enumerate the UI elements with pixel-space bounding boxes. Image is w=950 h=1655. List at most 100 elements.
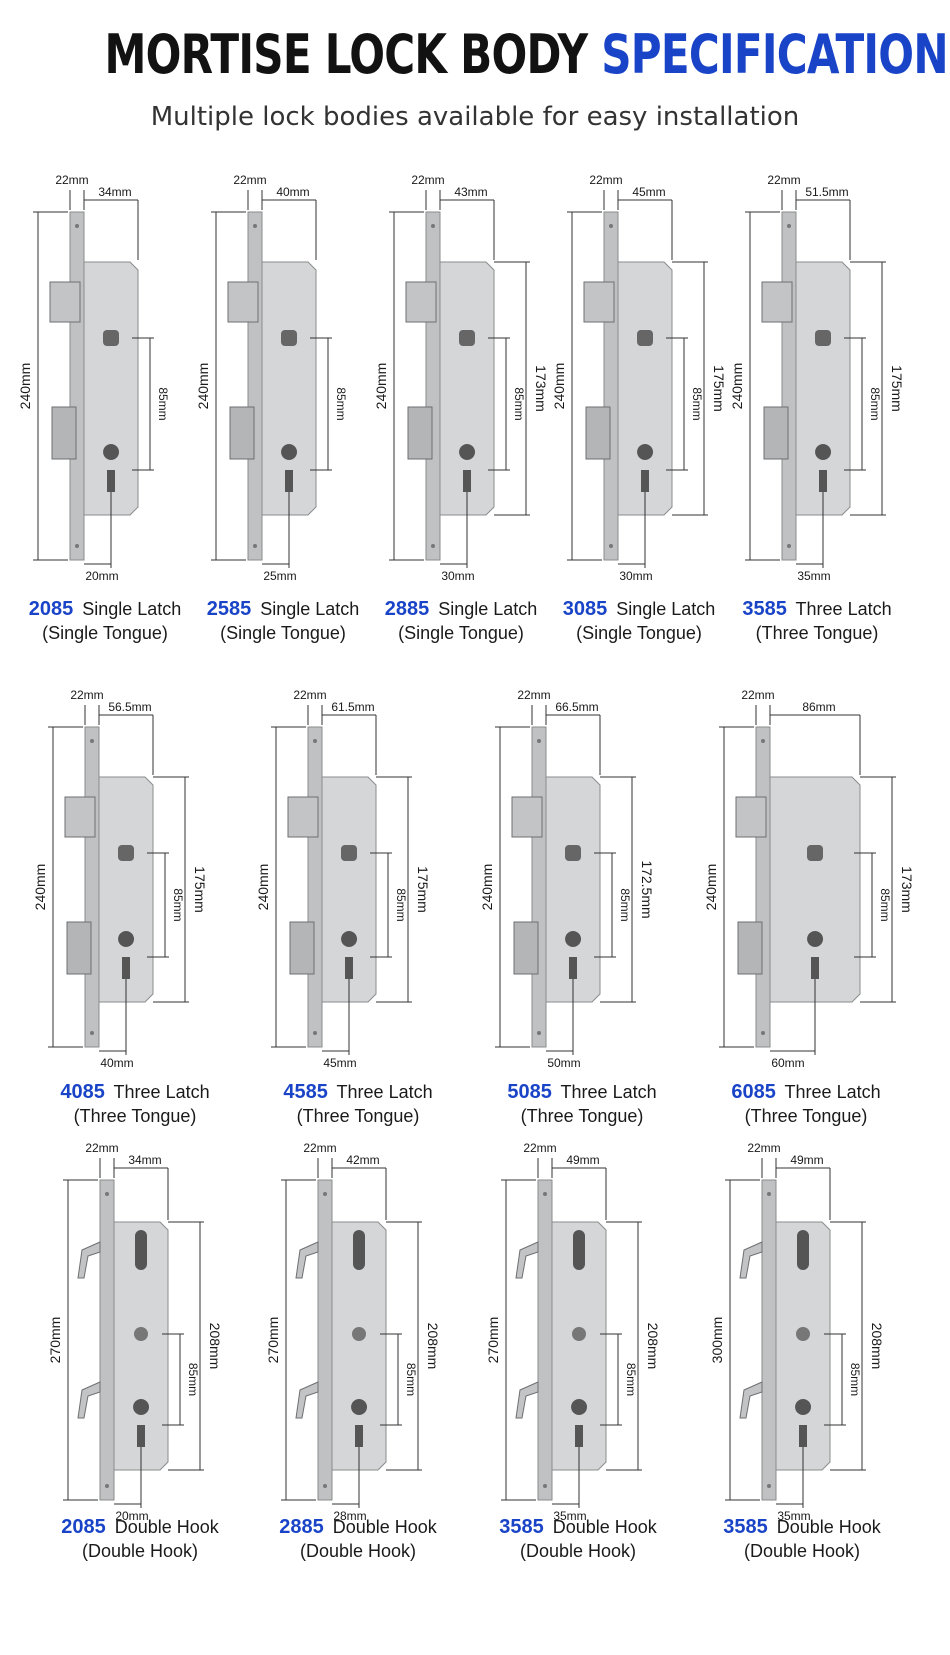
bottom-dim-label: 40mm [100,1056,133,1070]
screw-icon [431,544,435,548]
lock-card-3085: 22mm 45mm 240mm 85mm 175mm 30mm 3085 Single La… [551,160,727,657]
latch-type: Double Hook [771,1517,881,1537]
deadbolt-shape [513,921,539,975]
screw-icon [313,1031,317,1035]
model-number: 3585 [723,1516,768,1538]
backset-dim-label: 34mm [128,1153,161,1167]
backset-dim-label: 45mm [632,185,665,199]
spindle-hole-icon [796,1327,810,1341]
center-dim-label: 85mm [186,1363,200,1396]
tongue-type: (Single Tongue) [576,623,702,643]
faceplate-dim-label: 22mm [70,688,103,702]
lock-diagram: 22mm 34mm 240mm 85mm 20mm [17,173,170,583]
center-dim-label: 85mm [868,387,882,420]
lock-caption: 3585 Double Hook (Double Hook) [478,1515,678,1563]
latch-type: Single Latch [433,599,538,619]
faceplate-shape [307,726,323,1048]
height-dim-label: 240mm [729,363,745,410]
bottom-dim-label: 50mm [547,1056,580,1070]
height-dim-label: 240mm [17,363,33,410]
hook-shape [515,1381,539,1419]
model-number: 3585 [742,598,787,620]
caption-line-1: 4085 Three Latch [35,1080,235,1104]
lock-body-shape [83,261,139,516]
lock-row-single-latch: 22mm 34mm 240mm 85mm 20mm 2085 Single Latch (S… [0,160,950,675]
faceplate-dim-label: 22mm [523,1141,556,1155]
cylinder-hole-icon [815,444,832,492]
lock-card-2085: 22mm 34mm 240mm 85mm 20mm 2085 Single Latch (S… [17,160,190,657]
latch-shape [64,796,96,838]
height-dim-label: 240mm [479,864,495,911]
model-number: 3085 [562,598,608,620]
latch-type: Three Latch [331,1082,433,1102]
tongue-type: (Single Tongue) [220,623,346,643]
faceplate-shape [317,1179,333,1501]
backset-dim-label: 61.5mm [331,700,374,714]
tongue-type: (Double Hook) [81,1541,199,1561]
lock-body-shape [769,776,861,1003]
latch-type: Double Hook [327,1517,437,1537]
lock-body-shape [98,776,154,1003]
screw-icon [323,1192,327,1196]
lock-card-2885: 22mm 43mm 240mm 85mm 173mm 30mm 2885 Single La… [373,160,549,657]
hook-shape [739,1381,763,1419]
deadbolt-shape [51,406,77,460]
spindle-hole-icon [103,330,119,346]
screw-icon [75,224,79,228]
height-dim-label: 240mm [255,864,271,911]
side-dim-label: 173mm [899,866,915,913]
center-dim-label: 85mm [512,387,526,420]
lock-body-shape [113,1221,169,1471]
faceplate-shape [755,726,771,1048]
side-dim-label: 208mm [869,1323,885,1370]
height-dim-label: 270mm [47,1317,63,1364]
screw-icon [431,224,435,228]
lock-card-3585: 22mm 49mm 270mm 85mm 208mm 35mm 3585 Double Ho… [478,1140,678,1575]
lock-body-shape [775,1221,831,1471]
side-dim-label: 175mm [192,866,208,913]
lock-body-shape [795,261,851,516]
lock-diagram: 22mm 61.5mm 240mm 85mm 175mm 45mm [255,688,431,1070]
backset-dim-label: 49mm [790,1153,823,1167]
tongue-type: (Three Tongue) [755,623,879,643]
deadbolt-shape [585,406,611,460]
center-dim-label: 85mm [404,1363,418,1396]
page-subtitle: Multiple lock bodies available for easy … [150,102,800,132]
faceplate-shape [603,211,619,561]
cylinder-hole-icon [571,1399,588,1447]
screw-icon [761,1031,765,1035]
latch-type: Single Latch [255,599,360,619]
lock-diagram: 22mm 49mm 300mm 85mm 208mm 35mm [709,1141,885,1523]
screw-icon [90,1031,94,1035]
faceplate-dim-label: 22mm [233,173,266,187]
height-dim-label: 240mm [703,864,719,911]
faceplate-shape [247,211,263,561]
backset-dim-label: 40mm [276,185,309,199]
lock-body-shape [617,261,673,516]
cylinder-hole-icon [103,444,120,492]
cylinder-hole-icon [637,444,654,492]
hook-shape [515,1241,539,1279]
faceplate-shape [531,726,547,1048]
screw-icon [767,1192,771,1196]
cylinder-hole-icon [133,1399,150,1447]
bottom-dim-label: 60mm [771,1056,804,1070]
lock-caption: 2085 Double Hook (Double Hook) [40,1515,240,1563]
screw-icon [543,1192,547,1196]
latch-shape [227,281,259,323]
tongue-type: (Three Tongue) [520,1106,644,1126]
height-dim-label: 240mm [551,363,567,410]
deadbolt-shape [763,406,789,460]
height-dim-label: 270mm [265,1317,281,1364]
slot-hole-icon [353,1230,365,1270]
lock-diagram: 22mm 51.5mm 240mm 85mm 175mm 35mm [729,173,905,583]
cylinder-hole-icon [281,444,298,492]
lock-caption: 2585 Single Latch (Single Tongue) [198,597,368,645]
spindle-hole-icon [352,1327,366,1341]
tongue-type: (Double Hook) [519,1541,637,1561]
backset-dim-label: 86mm [802,700,835,714]
bottom-dim-label: 20mm [85,569,118,583]
spindle-hole-icon [134,1327,148,1341]
latch-type: Single Latch [611,599,716,619]
lock-diagram: 22mm 66.5mm 240mm 85mm 172.5mm 50mm [479,688,655,1070]
